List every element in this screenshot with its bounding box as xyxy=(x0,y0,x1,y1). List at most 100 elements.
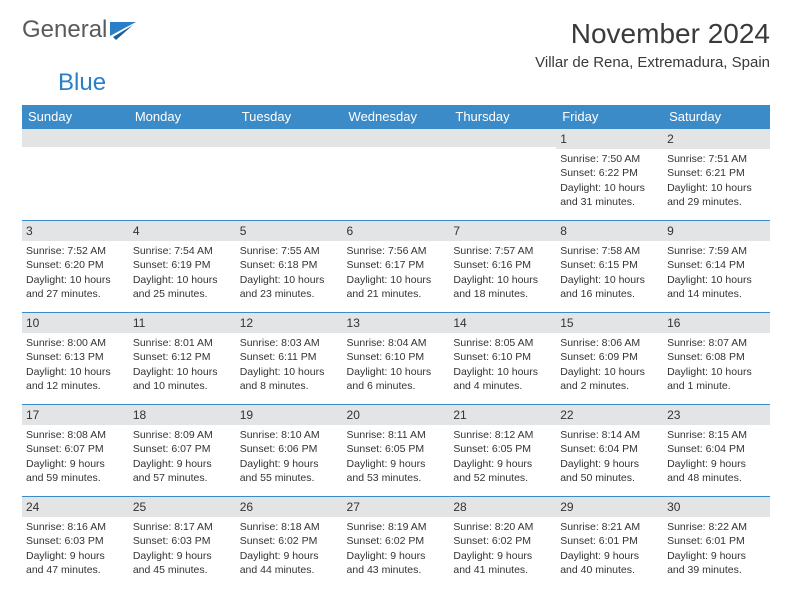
calendar-day-cell: 2Sunrise: 7:51 AMSunset: 6:21 PMDaylight… xyxy=(663,129,770,221)
day-details: Sunrise: 7:56 AMSunset: 6:17 PMDaylight:… xyxy=(347,244,446,301)
calendar-week-row: 10Sunrise: 8:00 AMSunset: 6:13 PMDayligh… xyxy=(22,313,770,405)
calendar-day-cell: 11Sunrise: 8:01 AMSunset: 6:12 PMDayligh… xyxy=(129,313,236,405)
calendar-day-cell: 1 Sunrise: 7:50 AMSunset: 6:22 PMDaylight… xyxy=(556,129,663,221)
sunset-text: Sunset: 6:13 PM xyxy=(26,350,125,364)
day-number: 14 xyxy=(449,313,556,333)
daylight-text: Daylight: 9 hours and 43 minutes. xyxy=(347,549,446,577)
sunrise-text: Sunrise: 8:10 AM xyxy=(240,428,339,442)
daylight-text: Daylight: 9 hours and 50 minutes. xyxy=(560,457,659,485)
sunset-text: Sunset: 6:08 PM xyxy=(667,350,766,364)
daylight-text: Daylight: 9 hours and 53 minutes. xyxy=(347,457,446,485)
calendar-table: Sunday Monday Tuesday Wednesday Thursday… xyxy=(22,105,770,589)
brand-part1: General xyxy=(22,18,107,42)
sunset-text: Sunset: 6:02 PM xyxy=(453,534,552,548)
day-details: Sunrise: 8:21 AMSunset: 6:01 PMDaylight:… xyxy=(560,520,659,577)
daylight-text: Daylight: 9 hours and 57 minutes. xyxy=(133,457,232,485)
daylight-text: Daylight: 9 hours and 47 minutes. xyxy=(26,549,125,577)
day-details: Sunrise: 7:57 AMSunset: 6:16 PMDaylight:… xyxy=(453,244,552,301)
sunrise-text: Sunrise: 8:20 AM xyxy=(453,520,552,534)
sunset-text: Sunset: 6:01 PM xyxy=(667,534,766,548)
calendar-week-row: 17Sunrise: 8:08 AMSunset: 6:07 PMDayligh… xyxy=(22,405,770,497)
daylight-text: Daylight: 10 hours and 1 minute. xyxy=(667,365,766,393)
weekday-header-row: Sunday Monday Tuesday Wednesday Thursday… xyxy=(22,105,770,129)
day-details: Sunrise: 7:52 AMSunset: 6:20 PMDaylight:… xyxy=(26,244,125,301)
daylight-text: Daylight: 10 hours and 10 minutes. xyxy=(133,365,232,393)
sunrise-text: Sunrise: 8:17 AM xyxy=(133,520,232,534)
sunrise-text: Sunrise: 7:52 AM xyxy=(26,244,125,258)
day-number-bar xyxy=(129,129,236,147)
calendar-day-cell: 25Sunrise: 8:17 AMSunset: 6:03 PMDayligh… xyxy=(129,497,236,589)
calendar-day-cell xyxy=(22,129,129,221)
day-details: Sunrise: 8:16 AMSunset: 6:03 PMDaylight:… xyxy=(26,520,125,577)
day-number: 1 xyxy=(556,129,663,149)
day-number: 26 xyxy=(236,497,343,517)
day-details: Sunrise: 7:55 AMSunset: 6:18 PMDaylight:… xyxy=(240,244,339,301)
sunrise-text: Sunrise: 8:14 AM xyxy=(560,428,659,442)
sunset-text: Sunset: 6:02 PM xyxy=(240,534,339,548)
day-details: Sunrise: 8:03 AMSunset: 6:11 PMDaylight:… xyxy=(240,336,339,393)
sunrise-text: Sunrise: 8:07 AM xyxy=(667,336,766,350)
sunrise-text: Sunrise: 8:11 AM xyxy=(347,428,446,442)
sunset-text: Sunset: 6:03 PM xyxy=(133,534,232,548)
day-details: Sunrise: 7:59 AMSunset: 6:14 PMDaylight:… xyxy=(667,244,766,301)
weekday-header: Saturday xyxy=(663,105,770,129)
sunrise-text: Sunrise: 8:04 AM xyxy=(347,336,446,350)
calendar-day-cell: 14Sunrise: 8:05 AMSunset: 6:10 PMDayligh… xyxy=(449,313,556,405)
calendar-day-cell xyxy=(236,129,343,221)
sunset-text: Sunset: 6:04 PM xyxy=(560,442,659,456)
day-number: 13 xyxy=(343,313,450,333)
day-number: 8 xyxy=(556,221,663,241)
calendar-day-cell: 24Sunrise: 8:16 AMSunset: 6:03 PMDayligh… xyxy=(22,497,129,589)
calendar-day-cell: 10Sunrise: 8:00 AMSunset: 6:13 PMDayligh… xyxy=(22,313,129,405)
flag-icon xyxy=(110,22,136,40)
day-details: Sunrise: 8:09 AMSunset: 6:07 PMDaylight:… xyxy=(133,428,232,485)
sunset-text: Sunset: 6:17 PM xyxy=(347,258,446,272)
sunrise-text: Sunrise: 8:12 AM xyxy=(453,428,552,442)
day-details: Sunrise: 8:12 AMSunset: 6:05 PMDaylight:… xyxy=(453,428,552,485)
day-number: 2 xyxy=(663,129,770,149)
sunset-text: Sunset: 6:11 PM xyxy=(240,350,339,364)
day-details: Sunrise: 8:06 AMSunset: 6:09 PMDaylight:… xyxy=(560,336,659,393)
sunrise-text: Sunrise: 7:56 AM xyxy=(347,244,446,258)
day-details: Sunrise: 8:15 AMSunset: 6:04 PMDaylight:… xyxy=(667,428,766,485)
sunrise-text: Sunrise: 7:59 AM xyxy=(667,244,766,258)
day-number: 22 xyxy=(556,405,663,425)
day-number: 9 xyxy=(663,221,770,241)
day-number: 4 xyxy=(129,221,236,241)
calendar-day-cell: 28Sunrise: 8:20 AMSunset: 6:02 PMDayligh… xyxy=(449,497,556,589)
calendar-day-cell: 3 Sunrise: 7:52 AMSunset: 6:20 PMDaylight… xyxy=(22,221,129,313)
daylight-text: Daylight: 10 hours and 4 minutes. xyxy=(453,365,552,393)
weekday-header: Tuesday xyxy=(236,105,343,129)
day-details: Sunrise: 7:50 AMSunset: 6:22 PMDaylight:… xyxy=(560,152,659,209)
calendar-day-cell: 8Sunrise: 7:58 AMSunset: 6:15 PMDaylight… xyxy=(556,221,663,313)
weekday-header: Friday xyxy=(556,105,663,129)
sunrise-text: Sunrise: 8:16 AM xyxy=(26,520,125,534)
day-number: 30 xyxy=(663,497,770,517)
daylight-text: Daylight: 9 hours and 39 minutes. xyxy=(667,549,766,577)
day-number-bar xyxy=(449,129,556,147)
daylight-text: Daylight: 10 hours and 25 minutes. xyxy=(133,273,232,301)
day-number-bar xyxy=(343,129,450,147)
sunrise-text: Sunrise: 8:15 AM xyxy=(667,428,766,442)
calendar-day-cell: 21Sunrise: 8:12 AMSunset: 6:05 PMDayligh… xyxy=(449,405,556,497)
sunset-text: Sunset: 6:07 PM xyxy=(133,442,232,456)
day-details: Sunrise: 8:14 AMSunset: 6:04 PMDaylight:… xyxy=(560,428,659,485)
day-number: 3 xyxy=(22,221,129,241)
sunrise-text: Sunrise: 8:19 AM xyxy=(347,520,446,534)
calendar-day-cell xyxy=(449,129,556,221)
sunrise-text: Sunrise: 8:21 AM xyxy=(560,520,659,534)
day-number-bar xyxy=(236,129,343,147)
sunset-text: Sunset: 6:06 PM xyxy=(240,442,339,456)
daylight-text: Daylight: 9 hours and 44 minutes. xyxy=(240,549,339,577)
daylight-text: Daylight: 10 hours and 23 minutes. xyxy=(240,273,339,301)
day-number: 28 xyxy=(449,497,556,517)
daylight-text: Daylight: 10 hours and 18 minutes. xyxy=(453,273,552,301)
daylight-text: Daylight: 10 hours and 16 minutes. xyxy=(560,273,659,301)
sunset-text: Sunset: 6:21 PM xyxy=(667,166,766,180)
calendar-week-row: 24Sunrise: 8:16 AMSunset: 6:03 PMDayligh… xyxy=(22,497,770,589)
daylight-text: Daylight: 10 hours and 2 minutes. xyxy=(560,365,659,393)
sunset-text: Sunset: 6:07 PM xyxy=(26,442,125,456)
calendar-day-cell xyxy=(129,129,236,221)
sunrise-text: Sunrise: 8:03 AM xyxy=(240,336,339,350)
day-details: Sunrise: 8:00 AMSunset: 6:13 PMDaylight:… xyxy=(26,336,125,393)
